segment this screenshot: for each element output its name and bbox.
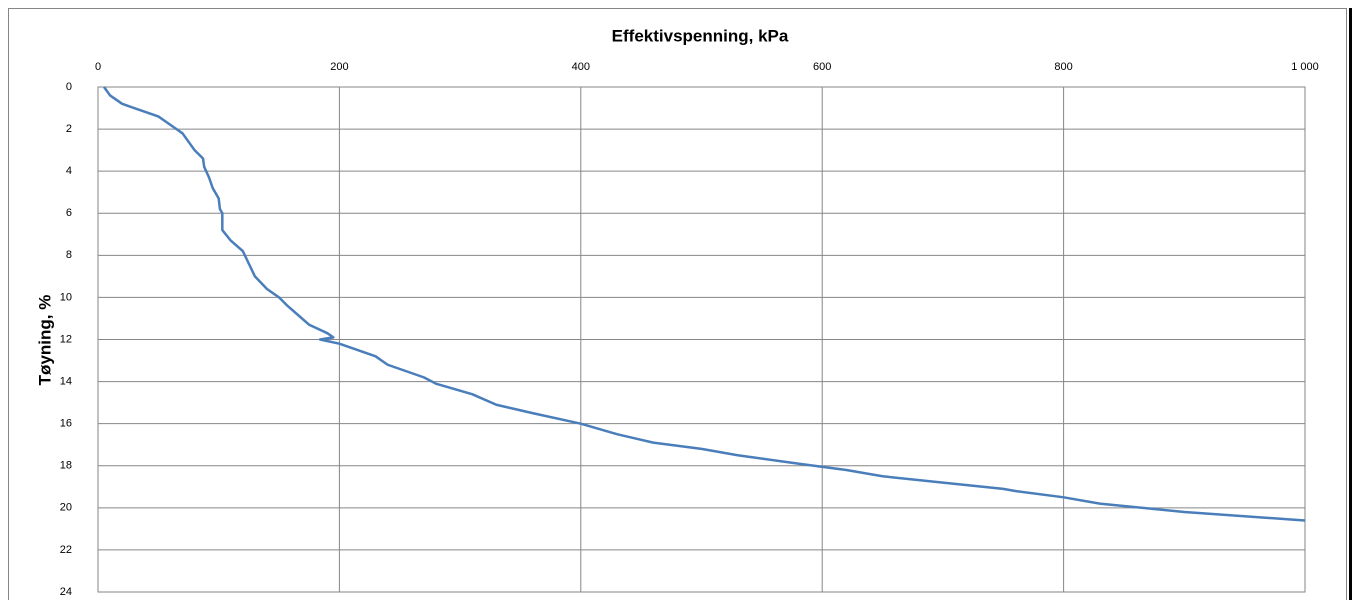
- y-tick-label: 10: [60, 291, 72, 303]
- x-tick-label: 1 000: [1291, 61, 1319, 73]
- y-tick-label: 14: [60, 375, 72, 387]
- y-tick-label: 4: [66, 165, 72, 177]
- y-tick-label: 20: [60, 502, 72, 514]
- y-tick-label: 16: [60, 418, 72, 430]
- window-edge: [1349, 8, 1352, 600]
- y-tick-label: 24: [60, 586, 72, 598]
- chart-title: Effektivspenning, kPa: [612, 26, 789, 45]
- y-tick-label: 2: [66, 123, 72, 135]
- data-line: [103, 86, 1306, 522]
- x-tick-label: 800: [1054, 61, 1072, 73]
- chart-border: [8, 8, 1347, 600]
- y-axis-label: Tøyning, %: [35, 295, 54, 386]
- y-tick-label: 0: [66, 81, 72, 93]
- y-tick-label: 12: [60, 333, 72, 345]
- y-tick-label: 6: [66, 207, 72, 219]
- x-tick-label: 600: [813, 61, 831, 73]
- x-tick-label: 200: [330, 61, 348, 73]
- y-tick-label: 8: [66, 249, 72, 261]
- y-tick-label: 18: [60, 460, 72, 472]
- x-tick-label: 400: [572, 61, 590, 73]
- x-tick-label: 0: [95, 61, 101, 73]
- y-tick-label: 22: [60, 544, 72, 556]
